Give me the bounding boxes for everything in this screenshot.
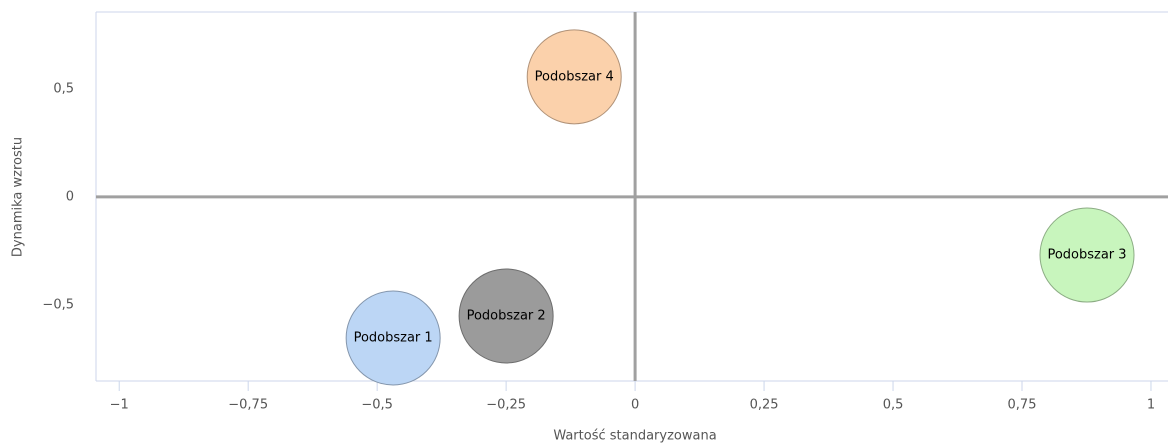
x-tick-label: −0,5 [361,398,393,413]
bubble [345,290,441,386]
x-tick-label: 0,5 [883,398,904,413]
bubble-label: Podobszar 2 [467,308,546,323]
bubble-label: Podobszar 4 [535,69,614,84]
x-tick-label: 0 [631,398,639,413]
y-tick-label: 0,5 [53,81,74,96]
bubble [526,29,622,125]
y-axis-title: Dynamika wzrostu [11,137,26,257]
bubble-label: Podobszar 1 [354,331,433,346]
x-axis-title: Wartość standaryzowana [553,429,716,444]
y-tick-label: −0,5 [42,297,74,312]
bubble [458,268,554,364]
y-tick-label: 0 [66,189,74,204]
x-tick-label: 1 [1147,398,1155,413]
x-tick-label: 0,75 [1008,398,1037,413]
bubble [1039,207,1135,303]
bubble-label: Podobszar 3 [1047,248,1126,263]
x-tick-label: −0,75 [228,398,268,413]
x-tick-label: −0,25 [486,398,526,413]
x-tick-label: −1 [110,398,129,413]
x-tick-label: 0,25 [750,398,779,413]
